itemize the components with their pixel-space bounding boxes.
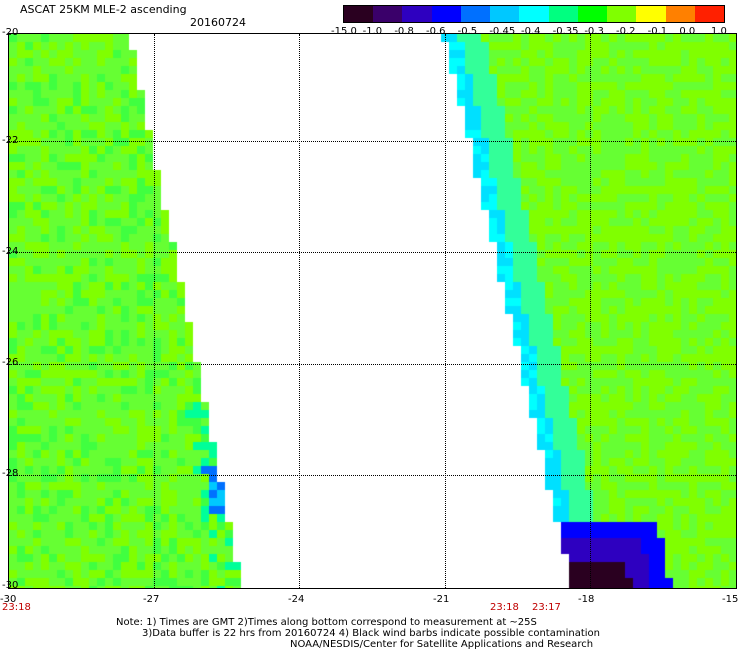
lat-label: -24 [2,246,18,257]
colorbar-tick-label: -0.1 [648,26,668,37]
colorbar-segment [578,6,607,22]
grid-line-lon [445,34,446,588]
lon-label: -15 [722,594,738,605]
time-label: 23:17 [532,602,561,613]
colorbar-tick-label: -0.6 [426,26,446,37]
lon-label: -21 [433,594,449,605]
grid-line-lat [9,475,736,476]
lat-label: -22 [2,135,18,146]
colorbar-tick-label: -15.0 [331,26,357,37]
colorbar-tick-label: 1.0 [711,26,727,37]
grid-line-lon [299,34,300,588]
lat-label: -26 [2,357,18,368]
colorbar-tick-label: -0.2 [616,26,636,37]
colorbar-segment [402,6,431,22]
colorbar-segment [636,6,665,22]
grid-line-lon [590,34,591,588]
grid-line-lon [154,34,155,588]
colorbar-segment [666,6,695,22]
lon-label: -18 [578,594,594,605]
colorbar-tick-label: -0.35 [553,26,579,37]
time-label: 23:18 [2,602,31,613]
colorbar-segment [490,6,519,22]
footnote-credit: NOAA/NESDIS/Center for Satellite Applica… [290,639,593,650]
swath-raster [9,34,736,588]
map-plot-area [8,33,737,589]
colorbar-segment [344,6,373,22]
colorbar-tick-label: -0.8 [394,26,414,37]
chart-date: 20160724 [190,17,246,28]
lat-label: -30 [2,580,18,591]
time-label: 23:18 [490,602,519,613]
grid-line-lat [9,252,736,253]
lon-label: -27 [143,594,159,605]
colorbar-segment [607,6,636,22]
colorbar-segment [519,6,548,22]
colorbar-tick-label: -0.5 [458,26,478,37]
footnote-line: Note: 1) Times are GMT 2)Times along bot… [116,617,537,628]
colorbar-tick-label: -0.45 [489,26,515,37]
colorbar-tick-label: -0.3 [584,26,604,37]
colorbar-segment [695,6,724,22]
grid-line-lat [9,141,736,142]
chart-title: ASCAT 25KM MLE-2 ascending [20,4,187,15]
colorbar-tick-label: 0.0 [679,26,695,37]
colorbar-segment [432,6,461,22]
grid-line-lat [9,364,736,365]
colorbar-segment [549,6,578,22]
colorbar-tick-label: -0.4 [521,26,541,37]
lon-label: -24 [288,594,304,605]
colorbar-segment [461,6,490,22]
colorbar-segment [373,6,402,22]
footnote-line: 3)Data buffer is 22 hrs from 20160724 4)… [142,628,600,639]
colorbar [343,5,725,23]
lat-label: -28 [2,468,18,479]
colorbar-tick-label: -1.0 [363,26,383,37]
lat-label: -20 [2,27,18,38]
